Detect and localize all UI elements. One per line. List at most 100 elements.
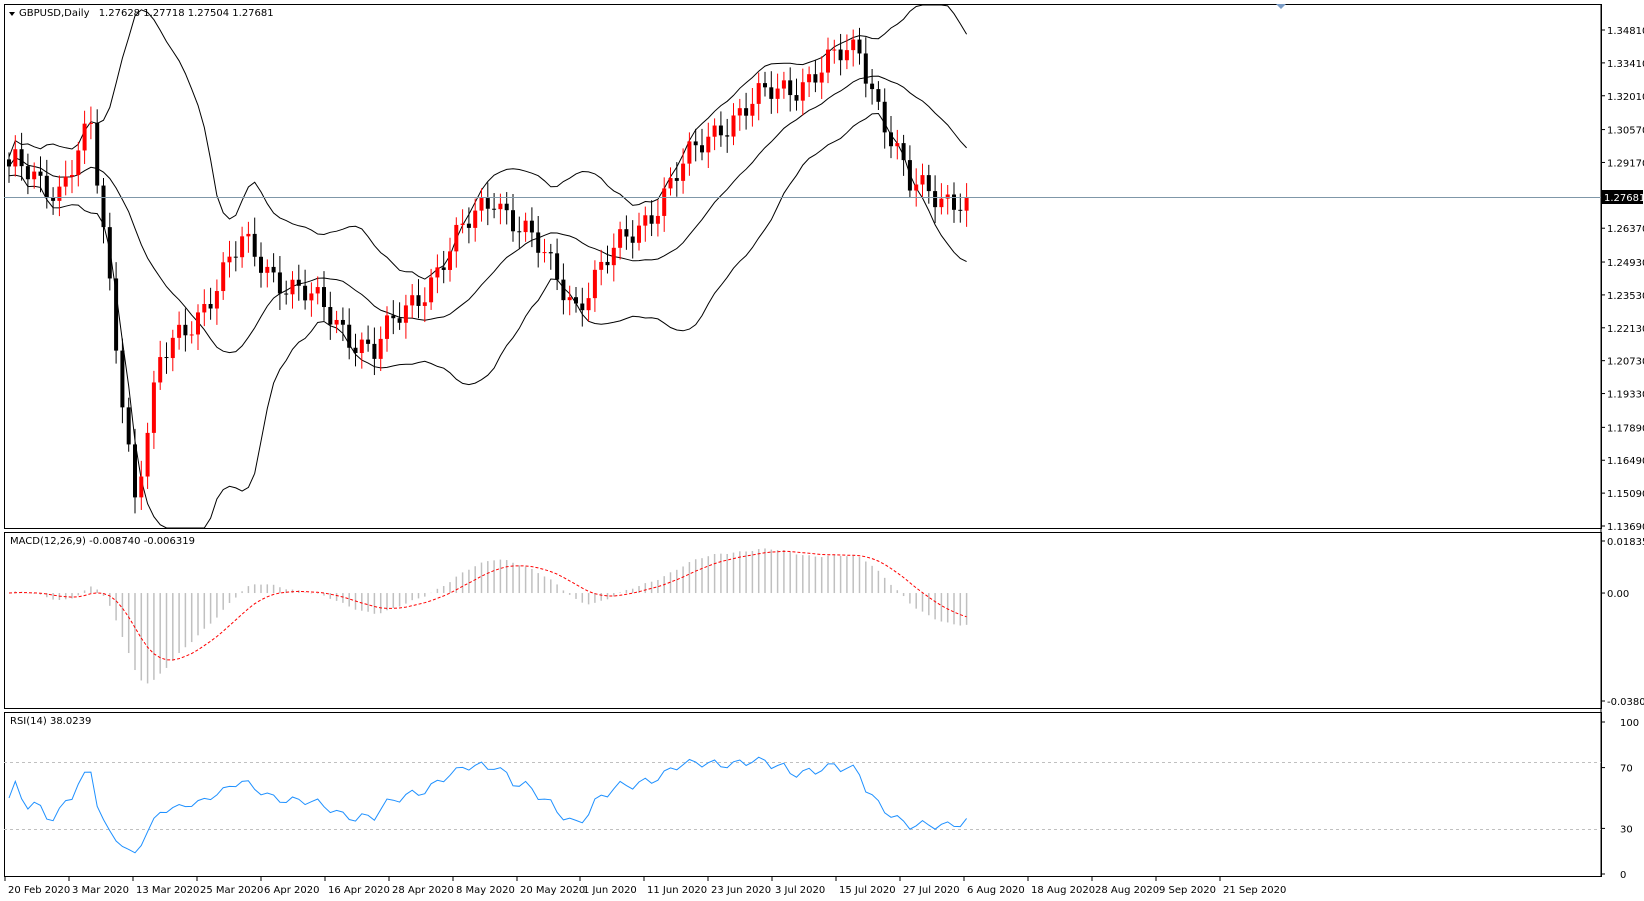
candle-body [492, 208, 497, 210]
candle-body [309, 293, 314, 301]
candle-body [901, 143, 906, 161]
candle-body [410, 295, 415, 306]
candle-body [674, 178, 679, 181]
bollinger-lower [8, 112, 967, 529]
time-tick-label: 18 Aug 2020 [1031, 885, 1095, 896]
candle-body [63, 176, 68, 187]
candle-body [466, 223, 471, 228]
rsi-tick-label: 30 [1620, 824, 1633, 835]
candle-body [422, 302, 427, 306]
candle-body [479, 198, 484, 211]
price-tick-label: 1.34810 [1607, 26, 1644, 37]
candle-body [775, 88, 780, 99]
rsi-tick-label: 100 [1620, 718, 1639, 729]
candle-body [863, 53, 868, 84]
candle-body [756, 83, 761, 104]
rsi-panel-frame [4, 712, 1602, 877]
candle-body [196, 312, 200, 335]
candle-body [870, 83, 875, 90]
candle-body [605, 261, 610, 266]
candle-body [378, 338, 383, 359]
candle-body [952, 194, 956, 210]
time-tick-label: 27 Jul 2020 [903, 885, 960, 896]
candle-body [819, 72, 824, 83]
candle-body [876, 89, 881, 102]
candle-body [233, 256, 238, 258]
price-tick-label: 1.19330 [1607, 390, 1644, 401]
candle-body [416, 295, 421, 306]
candle-body [926, 175, 931, 192]
candle-body [202, 303, 207, 313]
candle-body [265, 266, 270, 273]
candle-body [284, 293, 289, 295]
price-axis: 1.34810 1.33410 1.32010 1.30570 1.29170 1.263… [1601, 26, 1644, 533]
candle-body [687, 141, 692, 164]
price-tick-label: 1.22130 [1607, 324, 1644, 335]
time-tick-label: 13 Mar 2020 [136, 885, 199, 896]
candle-body [435, 267, 440, 278]
candle-body [523, 220, 528, 233]
candle-body [7, 159, 11, 167]
candle-body [914, 184, 919, 191]
candle-body [19, 149, 24, 167]
candle-body [895, 143, 900, 147]
scroll-marker-icon[interactable] [1276, 4, 1286, 9]
candle-body [139, 476, 144, 498]
current-price-label: 1.27681 [1604, 193, 1644, 204]
candle-body [668, 178, 673, 189]
candle-body [372, 343, 377, 359]
price-tick-label: 1.24930 [1607, 258, 1644, 269]
rsi-tick-label: 70 [1620, 764, 1633, 775]
candle-body [693, 141, 698, 146]
candle-body [618, 229, 623, 248]
candle-body [441, 267, 446, 270]
candle-body [882, 101, 887, 133]
time-tick-label: 6 Apr 2020 [264, 885, 319, 896]
symbol-dropdown-icon[interactable] [9, 12, 15, 16]
time-tick-label: 11 Jun 2020 [647, 885, 707, 896]
candle-body [460, 223, 465, 225]
candle-body [838, 49, 843, 61]
candle-body [13, 149, 18, 167]
bollinger-middle [8, 75, 967, 354]
candle-body [296, 279, 301, 286]
candle-body [328, 307, 333, 325]
price-tick-label: 1.26370 [1607, 224, 1644, 235]
candle-body [177, 324, 182, 338]
candle-body [643, 215, 648, 226]
macd-header-text: MACD(12,26,9) -0.008740 -0.006319 [10, 536, 195, 547]
time-tick-label: 3 Mar 2020 [72, 885, 129, 896]
time-tick-label: 9 Sep 2020 [1159, 885, 1216, 896]
candle-body [221, 262, 226, 292]
candle-body [70, 175, 74, 177]
candle-body [114, 278, 119, 351]
candle-body [246, 233, 251, 237]
candle-body [555, 253, 560, 280]
candle-body [340, 319, 345, 325]
candle-body [920, 175, 925, 185]
candle-body [781, 80, 786, 89]
candle-body [681, 163, 686, 181]
candle-body [126, 407, 131, 445]
candle-body [630, 236, 635, 243]
candle-body [82, 123, 87, 151]
candle-body [145, 432, 150, 477]
candle-body [164, 357, 169, 359]
candle-body [189, 334, 194, 336]
candle-body [25, 166, 30, 180]
time-tick-label: 28 Aug 2020 [1095, 885, 1159, 896]
price-tick-label: 1.32010 [1607, 92, 1644, 103]
candle-body [322, 287, 326, 308]
candle-body [769, 87, 774, 99]
price-tick-label: 1.20730 [1607, 357, 1644, 368]
candle-body [958, 209, 963, 211]
macd-tick-label: 0.018355 [1607, 537, 1644, 548]
candle-body [259, 256, 263, 273]
candle-body [561, 279, 566, 301]
time-tick-label: 16 Apr 2020 [328, 885, 390, 896]
macd-tick-label: 0.00 [1607, 589, 1629, 600]
candle-body [813, 74, 818, 83]
candle-body [366, 339, 371, 344]
candle-body [88, 122, 93, 124]
